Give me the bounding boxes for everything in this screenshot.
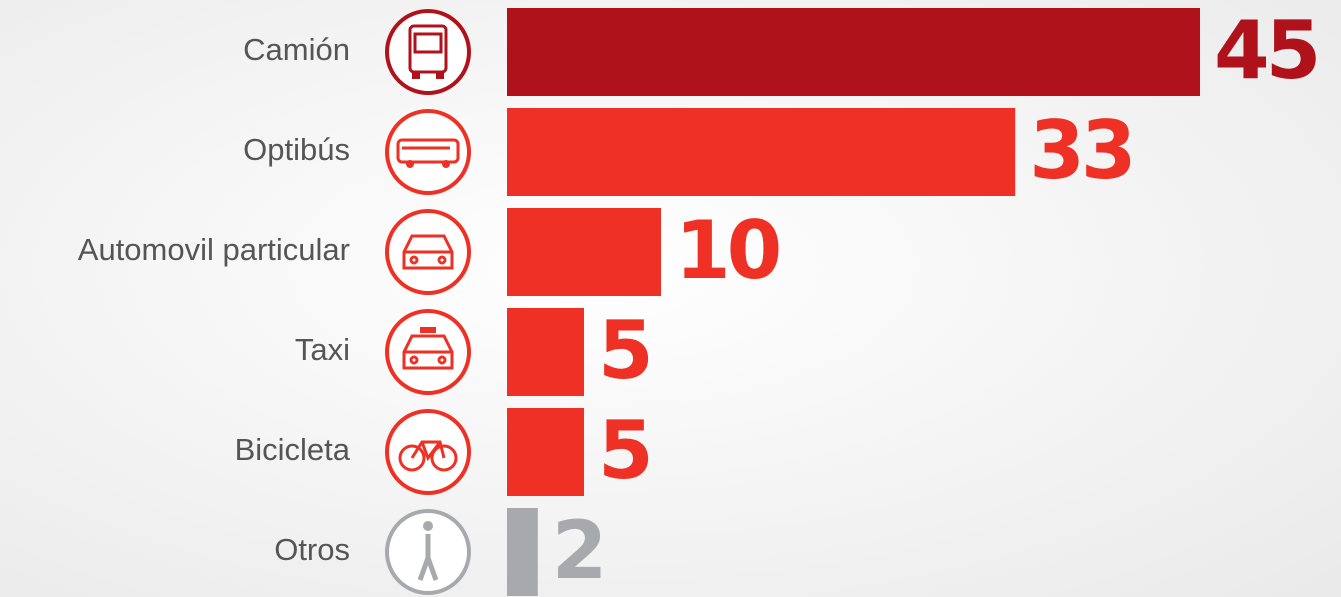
icon-shape bbox=[437, 255, 447, 265]
icon-shape bbox=[430, 444, 458, 472]
icon-shape bbox=[409, 355, 419, 365]
icon-shape bbox=[402, 334, 454, 370]
value-label: 45 bbox=[1214, 4, 1317, 97]
category-label: Automovil particular bbox=[78, 232, 350, 267]
icon-shape bbox=[410, 440, 446, 462]
icon bbox=[385, 509, 471, 595]
icon bbox=[385, 9, 471, 95]
icon-shape bbox=[412, 72, 420, 79]
icon-shape bbox=[409, 255, 419, 265]
category-label: Taxi bbox=[295, 332, 350, 367]
icon-shape bbox=[436, 72, 444, 79]
value-label: 5 bbox=[598, 404, 650, 497]
icon-shape bbox=[417, 534, 439, 581]
icon-shape bbox=[398, 444, 426, 472]
icon-shape bbox=[402, 234, 454, 270]
icon-shape bbox=[420, 327, 436, 333]
icon bbox=[385, 109, 471, 195]
icon-shape bbox=[442, 160, 450, 168]
bar bbox=[507, 208, 661, 296]
icon-ring bbox=[385, 109, 471, 195]
bar bbox=[507, 308, 584, 396]
bar bbox=[507, 408, 584, 496]
icon-shape bbox=[406, 160, 414, 168]
bar bbox=[507, 108, 1016, 196]
value-label: 2 bbox=[552, 504, 604, 597]
icon bbox=[385, 409, 471, 495]
icon-shape bbox=[413, 32, 443, 54]
category-label: Otros bbox=[274, 532, 350, 567]
bar bbox=[507, 508, 538, 596]
icon bbox=[385, 209, 471, 295]
bar bbox=[507, 8, 1200, 96]
icon bbox=[385, 309, 471, 395]
value-label: 5 bbox=[598, 304, 650, 397]
icon-shape bbox=[437, 355, 447, 365]
category-label: Bicicleta bbox=[235, 432, 351, 467]
icon-shape bbox=[408, 24, 448, 74]
value-label: 33 bbox=[1029, 104, 1132, 197]
value-label: 10 bbox=[675, 204, 779, 297]
icon-shape bbox=[423, 521, 433, 531]
category-label: Camión bbox=[243, 32, 350, 67]
icon-ring bbox=[385, 409, 471, 495]
icon-shape bbox=[396, 138, 460, 164]
category-label: Optibús bbox=[243, 132, 350, 167]
